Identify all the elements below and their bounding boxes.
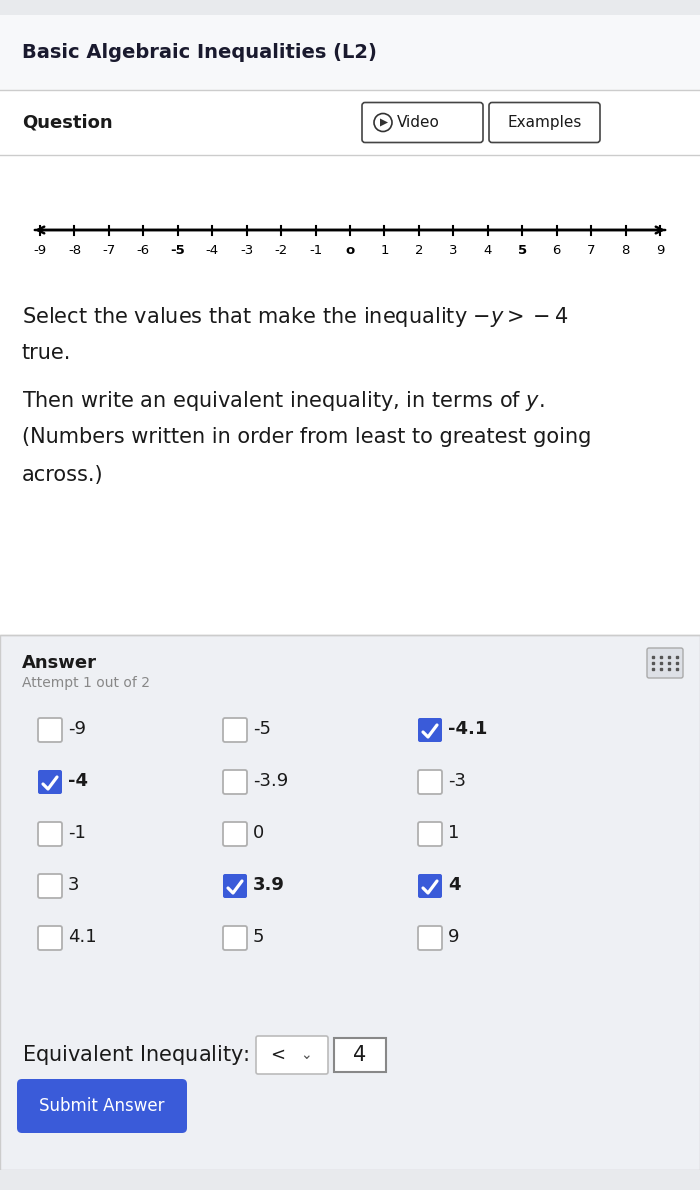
FancyBboxPatch shape	[0, 1170, 700, 1190]
Polygon shape	[380, 119, 388, 126]
Text: Select the values that make the inequality $-y > -4$: Select the values that make the inequali…	[22, 305, 568, 328]
Text: -4.1: -4.1	[448, 720, 487, 738]
FancyBboxPatch shape	[0, 635, 700, 1170]
FancyBboxPatch shape	[0, 90, 700, 155]
FancyBboxPatch shape	[38, 926, 62, 950]
Text: Examples: Examples	[508, 115, 582, 130]
Text: 9: 9	[448, 928, 459, 946]
Text: <: <	[270, 1046, 285, 1064]
FancyBboxPatch shape	[647, 649, 683, 678]
Text: o: o	[345, 244, 355, 257]
FancyBboxPatch shape	[418, 822, 442, 846]
FancyBboxPatch shape	[0, 15, 700, 90]
Text: Attempt 1 out of 2: Attempt 1 out of 2	[22, 676, 150, 690]
FancyBboxPatch shape	[38, 822, 62, 846]
Text: 0: 0	[253, 823, 265, 843]
Text: -4: -4	[206, 244, 219, 257]
Text: Then write an equivalent inequality, in terms of $y$.: Then write an equivalent inequality, in …	[22, 389, 545, 413]
Text: 4.1: 4.1	[68, 928, 97, 946]
Text: 9: 9	[656, 244, 664, 257]
FancyBboxPatch shape	[418, 926, 442, 950]
Text: -1: -1	[309, 244, 322, 257]
FancyBboxPatch shape	[489, 102, 600, 143]
FancyBboxPatch shape	[418, 770, 442, 794]
Text: -4: -4	[68, 772, 88, 790]
Text: 1: 1	[448, 823, 459, 843]
FancyBboxPatch shape	[418, 718, 442, 743]
FancyBboxPatch shape	[38, 718, 62, 743]
Text: -1: -1	[68, 823, 86, 843]
Text: ⌄: ⌄	[300, 1048, 312, 1061]
FancyBboxPatch shape	[0, 0, 700, 15]
Text: Submit Answer: Submit Answer	[39, 1097, 164, 1115]
Text: -2: -2	[274, 244, 288, 257]
Text: 4: 4	[448, 876, 461, 894]
FancyBboxPatch shape	[17, 1079, 187, 1133]
FancyBboxPatch shape	[38, 770, 62, 794]
Text: -6: -6	[136, 244, 150, 257]
Text: -9: -9	[34, 244, 47, 257]
Text: Basic Algebraic Inequalities (L2): Basic Algebraic Inequalities (L2)	[22, 43, 377, 62]
Text: 3: 3	[68, 876, 80, 894]
Text: -5: -5	[170, 244, 186, 257]
Text: 8: 8	[622, 244, 630, 257]
FancyBboxPatch shape	[223, 873, 247, 898]
FancyBboxPatch shape	[362, 102, 483, 143]
FancyBboxPatch shape	[223, 926, 247, 950]
Text: -3: -3	[448, 772, 466, 790]
FancyBboxPatch shape	[223, 718, 247, 743]
Text: 3: 3	[449, 244, 458, 257]
Text: 4: 4	[484, 244, 492, 257]
Text: 4: 4	[354, 1045, 367, 1065]
Text: 7: 7	[587, 244, 596, 257]
Text: across.): across.)	[22, 465, 104, 486]
Text: 2: 2	[414, 244, 423, 257]
Text: 5: 5	[253, 928, 265, 946]
Text: -3: -3	[240, 244, 253, 257]
FancyBboxPatch shape	[38, 873, 62, 898]
Text: -9: -9	[68, 720, 86, 738]
Text: Equivalent Inequality: $y$: Equivalent Inequality: $y$	[22, 1042, 271, 1067]
Text: -7: -7	[102, 244, 116, 257]
FancyBboxPatch shape	[418, 873, 442, 898]
Text: 5: 5	[518, 244, 527, 257]
Text: 1: 1	[380, 244, 389, 257]
Text: -5: -5	[253, 720, 271, 738]
Text: (Numbers written in order from least to greatest going: (Numbers written in order from least to …	[22, 427, 592, 447]
Text: 3.9: 3.9	[253, 876, 285, 894]
Text: Question: Question	[22, 113, 113, 132]
Text: true.: true.	[22, 343, 71, 363]
FancyBboxPatch shape	[223, 822, 247, 846]
Text: Video: Video	[397, 115, 440, 130]
FancyBboxPatch shape	[334, 1038, 386, 1072]
Text: 6: 6	[552, 244, 561, 257]
Text: Answer: Answer	[22, 654, 97, 672]
FancyBboxPatch shape	[223, 770, 247, 794]
Text: -3.9: -3.9	[253, 772, 288, 790]
FancyBboxPatch shape	[256, 1036, 328, 1075]
Text: -8: -8	[68, 244, 81, 257]
